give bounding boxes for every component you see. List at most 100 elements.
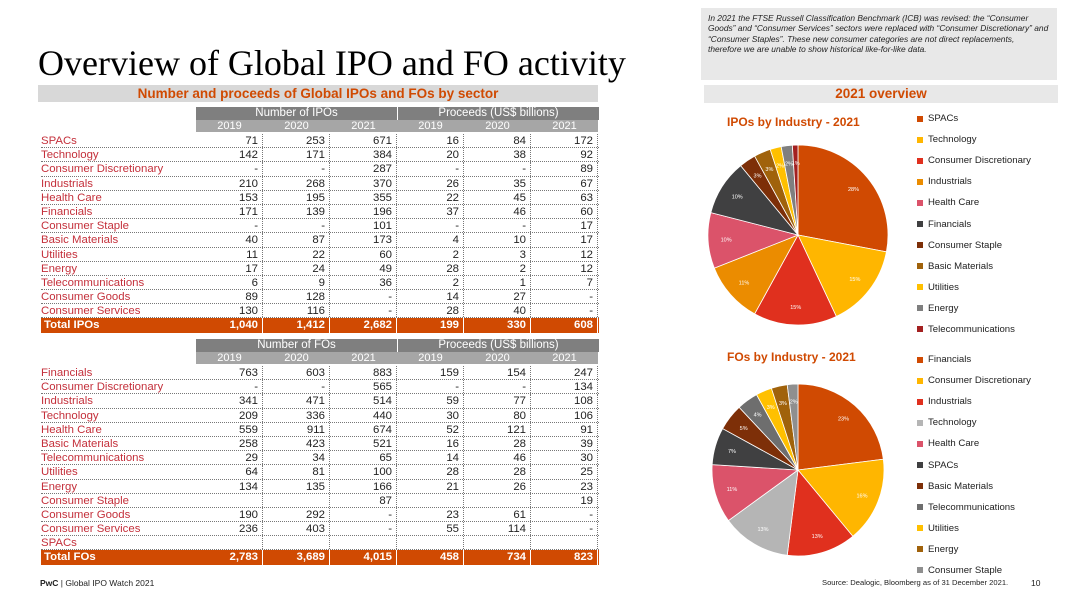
legend-item: Energy <box>917 539 1031 560</box>
legend-label: Consumer Staple <box>928 564 1003 576</box>
legend-label: Utilities <box>928 281 959 293</box>
cell-value: 734 <box>464 550 531 566</box>
pie-data-label: 1% <box>792 161 800 167</box>
cell-value: 236 <box>196 522 263 536</box>
pie-data-label: 11% <box>739 281 750 287</box>
cell-value <box>397 536 464 550</box>
cell-value: 171 <box>263 148 330 162</box>
row-label: Financials <box>41 205 93 218</box>
cell-value: 46 <box>464 451 531 465</box>
fo-year-header: 2019 2020 2021 2019 2020 2021 <box>41 352 599 364</box>
fo-total-row: Total FOs 2,783 3,689 4,015 458 734 823 <box>41 550 599 566</box>
cell-value: 22 <box>263 247 330 261</box>
cell-value: 142 <box>196 148 263 162</box>
pie-slice-telecommunications <box>791 144 799 236</box>
cell-value: - <box>330 522 397 536</box>
pie-data-label: 16% <box>856 493 867 499</box>
table-row: Consumer Discretionary - -565- -134 <box>41 380 599 395</box>
cell-value: 65 <box>330 451 397 465</box>
table-row: Energy 17 24 49 28 2 12 <box>41 261 599 276</box>
cell-value: 17 <box>531 233 598 247</box>
cell-value: 911 <box>263 422 330 436</box>
cell-value: 17 <box>531 219 598 233</box>
pie-data-label: 4% <box>754 412 762 418</box>
cell-value: 67 <box>531 176 598 190</box>
cell-value: 28 <box>464 465 531 479</box>
legend-item: Telecommunications <box>917 497 1031 518</box>
row-label: Total IPOs <box>44 319 100 332</box>
fo-pie-chart: 23%16%13%13%11%7%5%4%3%3% 2% <box>711 383 885 557</box>
legend-label: SPACs <box>928 459 959 471</box>
legend-label: SPACs <box>928 113 959 125</box>
cell-value: 28 <box>397 465 464 479</box>
legend-item: Industrials <box>917 391 1031 412</box>
cell-value: 28 <box>464 436 531 451</box>
cell-value: 423 <box>263 436 330 451</box>
row-label: Technology <box>41 149 99 162</box>
pie-data-label: 5% <box>740 426 748 432</box>
cell-value: 130 <box>196 304 263 318</box>
pie-data-label: 15% <box>790 305 801 311</box>
table-row: Health Care 153 195 355 22 45 63 <box>41 190 599 205</box>
legend-item: SPACs <box>917 454 1031 475</box>
cell-value: 1,412 <box>263 318 330 334</box>
pie-data-label: 10% <box>721 238 732 244</box>
fo-year-count-2020: 2020 <box>263 352 330 364</box>
table-row: Consumer Goods 190 292-23 61- <box>41 507 599 523</box>
cell-value: 60 <box>330 247 397 261</box>
table-row: SPACs <box>41 536 599 551</box>
cell-value: 883 <box>330 366 397 380</box>
cell-value: 341 <box>196 394 263 408</box>
cell-value <box>464 536 531 550</box>
legend-item: Consumer Staple <box>917 560 1031 581</box>
cell-value: 139 <box>263 204 330 219</box>
fo-proceeds-group: Proceeds (US$ billions) <box>398 339 599 352</box>
ipo-pie-chart: 28%15%15%11%10%10%3%3%2% 2%1% <box>707 144 889 326</box>
legend-item: Telecommunications <box>917 319 1031 340</box>
ipo-year-count-2020: 2020 <box>263 120 330 132</box>
cell-value: 190 <box>196 507 263 522</box>
cell-value: 39 <box>531 436 598 451</box>
cell-value: 24 <box>263 261 330 275</box>
cell-value: 26 <box>464 479 531 493</box>
cell-value: 458 <box>397 550 464 566</box>
fo-legend: Financials Consumer Discretionary Industri… <box>917 349 1031 581</box>
table-row: Consumer Services 130 116-28 40- <box>41 304 599 319</box>
legend-swatch <box>917 242 923 249</box>
legend-label: Technology <box>928 417 977 429</box>
legend-item: Health Care <box>917 433 1031 454</box>
cell-value: 14 <box>397 451 464 465</box>
cell-value: 195 <box>263 190 330 204</box>
row-label: Industrials <box>41 395 93 408</box>
cell-value: 3,689 <box>263 550 330 566</box>
legend-swatch <box>917 178 923 185</box>
cell-value: 565 <box>330 380 397 394</box>
table-row: Telecommunications 6 9 36 2 1 7 <box>41 275 599 291</box>
legend-item: Industrials <box>917 171 1031 192</box>
fo-count-group: Number of FOs <box>196 339 397 352</box>
ipo-count-group: Number of IPOs <box>196 107 397 120</box>
legend-swatch <box>917 115 923 122</box>
cell-value: - <box>263 219 330 233</box>
cell-value: - <box>464 219 531 233</box>
cell-value: 440 <box>330 408 397 422</box>
cell-value: 166 <box>330 479 397 493</box>
cell-value: 49 <box>330 261 397 275</box>
legend-label: Telecommunications <box>928 501 1015 513</box>
pie-slice-technology <box>797 234 887 317</box>
pie-data-label: 15% <box>849 277 860 283</box>
row-label: Consumer Goods <box>41 291 131 304</box>
legend-label: Consumer Staple <box>928 239 1003 251</box>
cell-value: 4,015 <box>330 550 397 566</box>
cell-value: 63 <box>531 190 598 204</box>
row-label: Consumer Staple <box>41 220 130 233</box>
source-note: Source: Dealogic, Bloomberg as of 31 Dec… <box>822 578 1009 587</box>
cell-value: 159 <box>397 366 464 380</box>
cell-value: - <box>196 162 263 176</box>
cell-value: - <box>196 219 263 233</box>
legend-swatch <box>917 263 923 270</box>
cell-value: - <box>464 162 531 176</box>
cell-value: 2,682 <box>330 318 397 334</box>
legend-item: Consumer Discretionary <box>917 370 1031 391</box>
ipo-year-proceeds-2019: 2019 <box>397 120 464 132</box>
